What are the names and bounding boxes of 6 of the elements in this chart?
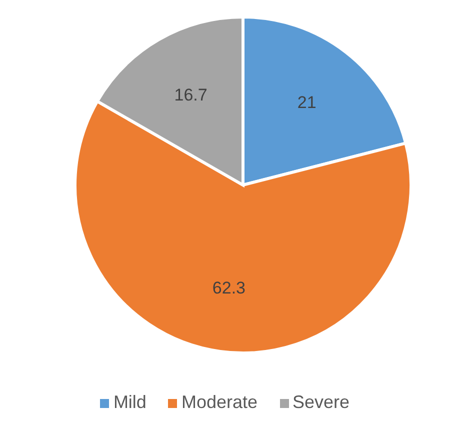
legend-label: Severe xyxy=(292,392,350,412)
legend-label: Mild xyxy=(113,392,146,412)
data-label: 16.7 xyxy=(174,85,208,104)
legend-label: Moderate xyxy=(181,392,258,412)
data-label: 21 xyxy=(297,93,316,112)
data-label: 62.3 xyxy=(212,278,246,298)
